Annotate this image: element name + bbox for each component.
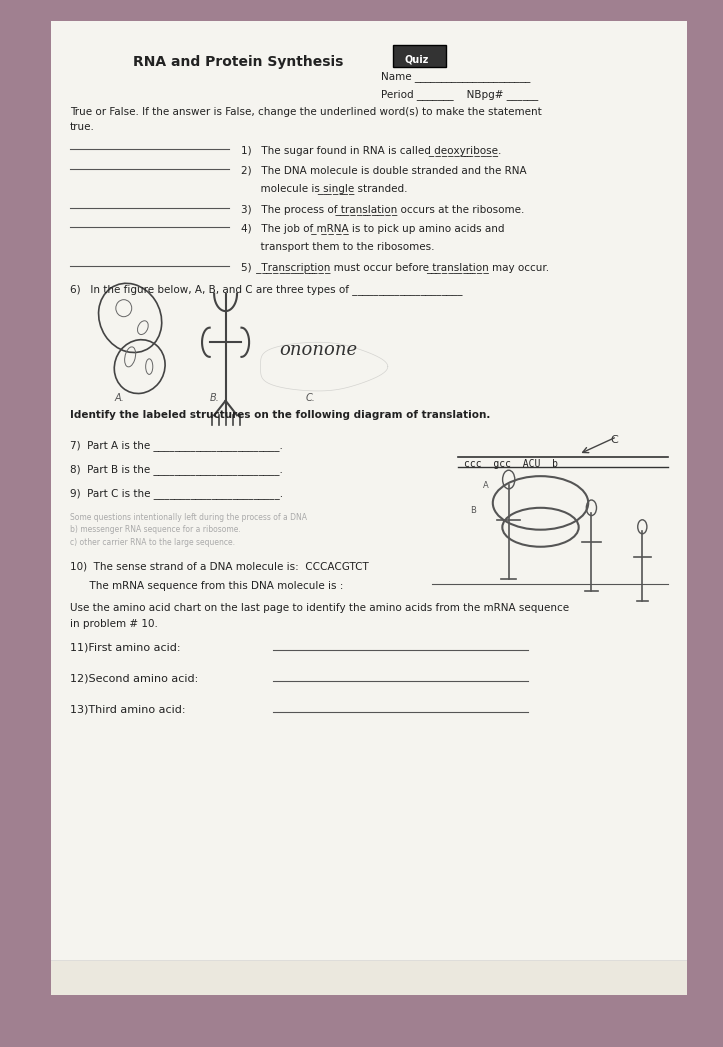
- Text: 8)  Part B is the ________________________.: 8) Part B is the _______________________…: [69, 464, 283, 475]
- Text: Some questions intentionally left during the process of a DNA: Some questions intentionally left during…: [69, 513, 307, 521]
- Text: C.: C.: [305, 393, 315, 403]
- Text: True or False. If the answer is False, change the underlined word(s) to make the: True or False. If the answer is False, c…: [69, 107, 542, 116]
- Text: C: C: [610, 435, 618, 445]
- Text: Period _______    NBpg# ______: Period _______ NBpg# ______: [382, 89, 539, 101]
- Text: 10)  The sense strand of a DNA molecule is:  CCCACGTCT: 10) The sense strand of a DNA molecule i…: [69, 561, 369, 572]
- Text: c) other carrier RNA to the large sequence.: c) other carrier RNA to the large sequen…: [69, 538, 235, 547]
- Text: B.: B.: [210, 393, 220, 403]
- Text: The mRNA sequence from this DNA molecule is :: The mRNA sequence from this DNA molecule…: [69, 581, 343, 591]
- Text: Name ______________________: Name ______________________: [382, 71, 531, 83]
- Text: Identify the labeled structures on the following diagram of translation.: Identify the labeled structures on the f…: [69, 410, 490, 421]
- FancyBboxPatch shape: [393, 45, 446, 67]
- Text: ccc  gcc  ACU  b: ccc gcc ACU b: [464, 459, 558, 469]
- Text: RNA and Protein Synthesis: RNA and Protein Synthesis: [133, 55, 343, 69]
- Text: 4)   The job of ̲m̲R̲N̲A̲ is to pick up amino acids and: 4) The job of ̲m̲R̲N̲A̲ is to pick up am…: [241, 223, 505, 235]
- Text: 9)  Part C is the ________________________.: 9) Part C is the _______________________…: [69, 488, 283, 499]
- FancyBboxPatch shape: [48, 960, 690, 1000]
- Text: 6)   In the figure below, A, B, and C are three types of _____________________: 6) In the figure below, A, B, and C are …: [69, 284, 462, 295]
- Text: true.: true.: [69, 122, 95, 132]
- Text: ononone: ononone: [279, 341, 357, 359]
- Text: 3)   The process of ̲t̲r̲a̲n̲s̲l̲a̲t̲i̲o̲n̲ occurs at the ribosome.: 3) The process of ̲t̲r̲a̲n̲s̲l̲a̲t̲i̲o̲n…: [241, 204, 525, 215]
- Text: 12)Second amino acid:: 12)Second amino acid:: [69, 673, 198, 684]
- Text: A.: A.: [114, 393, 124, 403]
- Text: b) messenger RNA sequence for a ribosome.: b) messenger RNA sequence for a ribosome…: [69, 526, 241, 534]
- Text: Quiz: Quiz: [404, 54, 429, 64]
- Text: 7)  Part A is the ________________________.: 7) Part A is the _______________________…: [69, 440, 283, 450]
- Text: Use the amino acid chart on the last page to identify the amino acids from the m: Use the amino acid chart on the last pag…: [69, 603, 569, 614]
- Text: 11)First amino acid:: 11)First amino acid:: [69, 642, 180, 652]
- Text: 1)   The sugar found in RNA is called ̲d̲e̲o̲x̲y̲r̲i̲b̲o̲s̲e̲.: 1) The sugar found in RNA is called ̲d̲e…: [241, 146, 502, 156]
- Text: molecule is ̲s̲i̲n̲g̲l̲e̲ stranded.: molecule is ̲s̲i̲n̲g̲l̲e̲ stranded.: [241, 183, 408, 195]
- Text: 13)Third amino acid:: 13)Third amino acid:: [69, 705, 185, 714]
- FancyBboxPatch shape: [44, 12, 693, 1004]
- Text: A: A: [483, 482, 489, 490]
- Text: B: B: [471, 506, 476, 515]
- Text: 5)   ̲T̲r̲a̲n̲s̲c̲r̲i̲p̲t̲i̲o̲n̲ must occur before ̲t̲r̲a̲n̲s̲l̲a̲t̲i̲o̲n̲ may o: 5) ̲T̲r̲a̲n̲s̲c̲r̲i̲p̲t̲i̲o̲n̲ must occu…: [241, 263, 549, 273]
- Text: in problem # 10.: in problem # 10.: [69, 619, 158, 629]
- Text: transport them to the ribosomes.: transport them to the ribosomes.: [241, 242, 435, 252]
- Text: 2)   The DNA molecule is double stranded and the RNA: 2) The DNA molecule is double stranded a…: [241, 165, 527, 175]
